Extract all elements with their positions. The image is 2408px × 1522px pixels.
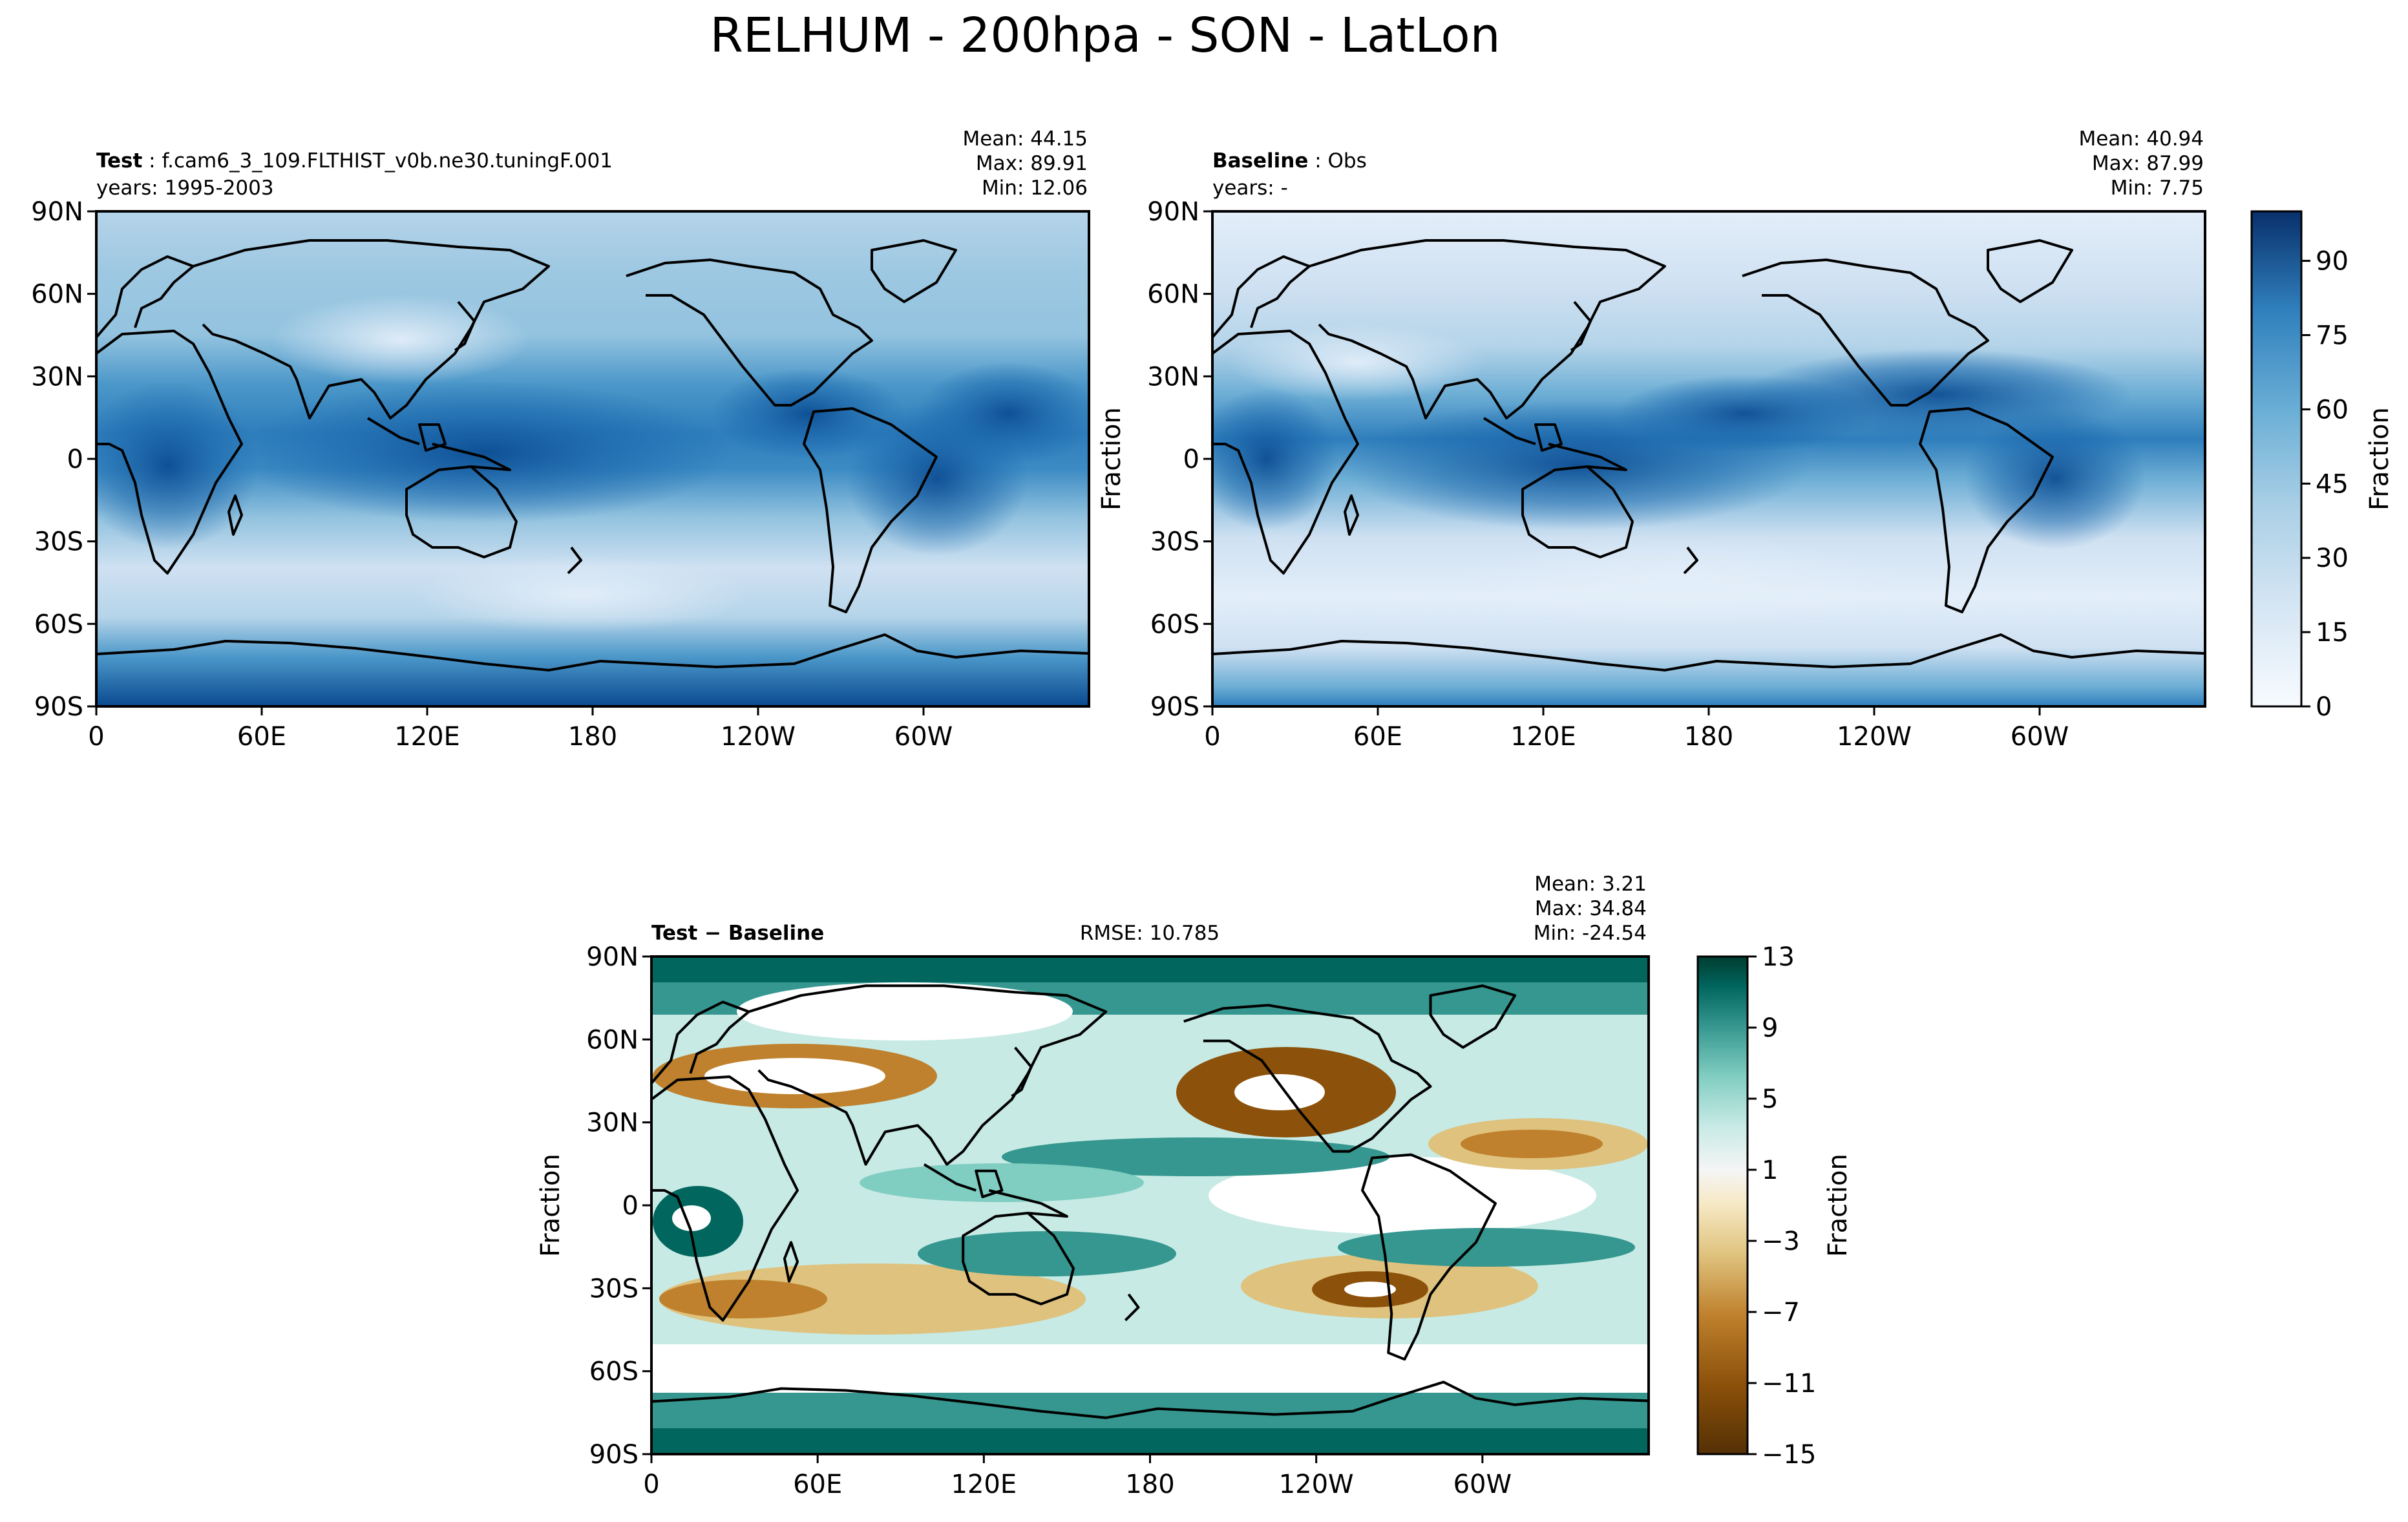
xtick-label: 120W — [1837, 722, 1912, 752]
xtick-label: 120E — [951, 1470, 1017, 1499]
difference-title: Test − Baseline — [651, 922, 824, 945]
baseline-yticks: 90N 60N 30N 0 30S 60S 90S — [1147, 197, 1212, 722]
colorbar-tick-label: −11 — [1762, 1369, 1816, 1399]
ytick-label: 30S — [34, 527, 83, 557]
colorbar-tick-label: 1 — [1762, 1156, 1778, 1185]
panel-baseline: 90N 60N 30N 0 30S 60S 90S 0 60E 120E 180 120W 60W F… — [1097, 127, 2206, 752]
test-title-bold: Test — [96, 149, 143, 173]
baseline-ylabel: Fraction — [1097, 407, 1126, 511]
colorbar-tick-label: 30 — [2316, 544, 2349, 573]
colorbar-brbg-ticks: 13 9 5 1 −3 −7 −11 −15 — [1748, 942, 1816, 1470]
baseline-title-bold: Baseline — [1212, 149, 1308, 173]
xtick-label: 180 — [1684, 722, 1733, 752]
xtick-label: 60E — [793, 1470, 842, 1499]
colorbar-brbg-label: Fraction — [1823, 1154, 1853, 1257]
ytick-label: 0 — [67, 445, 83, 474]
colorbar-tick-label: 0 — [2316, 692, 2332, 722]
colorbar-blues-ticks: 0 15 30 45 60 75 90 — [2301, 247, 2349, 722]
panel-difference: 90N 60N 30N 0 30S 60S 90S 0 60E 120E 180 120W 60W F… — [536, 872, 1650, 1499]
ytick-label: 90N — [586, 942, 639, 972]
difference-stat-max: Max: 34.84 — [1535, 897, 1647, 920]
colorbar-tick-label: −7 — [1762, 1298, 1800, 1327]
ytick-label: 0 — [622, 1191, 639, 1221]
baseline-title: Baseline : Obs — [1212, 149, 1367, 173]
ytick-label: 60N — [1147, 280, 1199, 310]
colorbar-tick-label: −3 — [1762, 1227, 1800, 1256]
ytick-label: 90S — [1150, 692, 1199, 722]
test-moist-maritime-continent — [239, 381, 730, 523]
xtick-label: 180 — [568, 722, 617, 752]
baseline-xticks: 0 60E 120E 180 120W 60W — [1204, 706, 2069, 752]
suptitle: RELHUM - 200hpa - SON - LatLon — [710, 8, 1500, 63]
colorbar-tick-label: 90 — [2316, 247, 2349, 277]
ytick-label: 90S — [589, 1440, 639, 1470]
test-xticks: 0 60E 120E 180 120W 60W — [88, 706, 953, 752]
colorbar-brbg-bar — [1696, 955, 1749, 1455]
ytick-label: 60S — [1150, 609, 1199, 639]
colorbar-tick-label: 15 — [2316, 618, 2349, 648]
xtick-label: 0 — [88, 722, 104, 752]
panel-test: 90N 60N 30N 0 30S 60S 90S 0 60E 120E 180 120W 60W T… — [31, 127, 1090, 752]
ytick-label: 30N — [586, 1108, 639, 1138]
colorbar-tick-label: 60 — [2316, 395, 2349, 425]
test-title-sep: : — [142, 149, 162, 173]
colorbar-tick-label: 45 — [2316, 469, 2349, 499]
xtick-label: 60W — [1453, 1470, 1512, 1499]
colorbar-blues: 0 15 30 45 60 75 90 Fraction — [2250, 210, 2394, 722]
xtick-label: 60E — [1353, 722, 1402, 752]
colorbar-blues-bar — [2250, 210, 2303, 708]
baseline-title-sep: : — [1308, 149, 1327, 173]
ytick-label: 30S — [589, 1274, 639, 1304]
baseline-years: years: - — [1212, 176, 1288, 200]
colorbar-tick-label: 5 — [1762, 1084, 1778, 1114]
xtick-label: 60E — [237, 722, 286, 752]
test-stat-mean: Mean: 44.15 — [962, 127, 1088, 151]
baseline-stat-min: Min: 7.75 — [2111, 176, 2204, 200]
colorbar-brbg: 13 9 5 1 −3 −7 −11 −15 Fraction — [1696, 942, 1853, 1470]
xtick-label: 120E — [394, 722, 460, 752]
xtick-label: 0 — [643, 1470, 659, 1499]
difference-stat-min: Min: -24.54 — [1534, 922, 1647, 945]
baseline-stat-max: Max: 87.99 — [2092, 152, 2204, 175]
ytick-label: 0 — [1183, 445, 1199, 474]
test-years: years: 1995-2003 — [96, 176, 274, 200]
xtick-label: 0 — [1204, 722, 1220, 752]
ytick-label: 90N — [31, 197, 83, 227]
test-title: Test : f.cam6_3_109.FLTHIST_v0b.ne30.tun… — [96, 149, 613, 173]
test-stat-max: Max: 89.91 — [976, 152, 1088, 175]
ytick-label: 30N — [1147, 362, 1199, 392]
difference-ylabel: Fraction — [536, 1154, 565, 1257]
ytick-label: 60S — [589, 1357, 639, 1387]
baseline-stat-mean: Mean: 40.94 — [2078, 127, 2204, 151]
difference-moist-tropics — [1002, 1137, 1389, 1176]
ytick-label: 60S — [34, 609, 83, 639]
colorbar-blues-label: Fraction — [2365, 407, 2394, 511]
xtick-label: 120W — [721, 722, 796, 752]
ytick-label: 30S — [1150, 527, 1199, 557]
difference-yticks: 90N 60N 30N 0 30S 60S 90S — [586, 942, 651, 1470]
baseline-title-case: Obs — [1328, 149, 1367, 173]
difference-stat-mean: Mean: 3.21 — [1534, 872, 1647, 896]
colorbar-tick-label: 75 — [2316, 321, 2349, 351]
difference-rmse: RMSE: 10.785 — [1080, 922, 1220, 945]
xtick-label: 180 — [1125, 1470, 1174, 1499]
xtick-label: 60W — [2011, 722, 2069, 752]
colorbar-tick-label: 13 — [1762, 942, 1795, 972]
test-yticks: 90N 60N 30N 0 30S 60S 90S — [31, 197, 96, 722]
ytick-label: 90N — [1147, 197, 1199, 227]
xtick-label: 120E — [1510, 722, 1576, 752]
ytick-label: 30N — [31, 362, 83, 392]
test-title-case: f.cam6_3_109.FLTHIST_v0b.ne30.tuningF.00… — [162, 149, 612, 173]
ytick-label: 60N — [31, 280, 83, 310]
test-stat-min: Min: 12.06 — [982, 176, 1088, 200]
ytick-label: 90S — [34, 692, 83, 722]
xtick-label: 120W — [1279, 1470, 1354, 1499]
colorbar-tick-label: −15 — [1762, 1440, 1816, 1470]
colorbar-tick-label: 9 — [1762, 1013, 1778, 1043]
difference-xticks: 0 60E 120E 180 120W 60W — [643, 1454, 1512, 1499]
ytick-label: 60N — [586, 1025, 639, 1055]
xtick-label: 60W — [894, 722, 953, 752]
